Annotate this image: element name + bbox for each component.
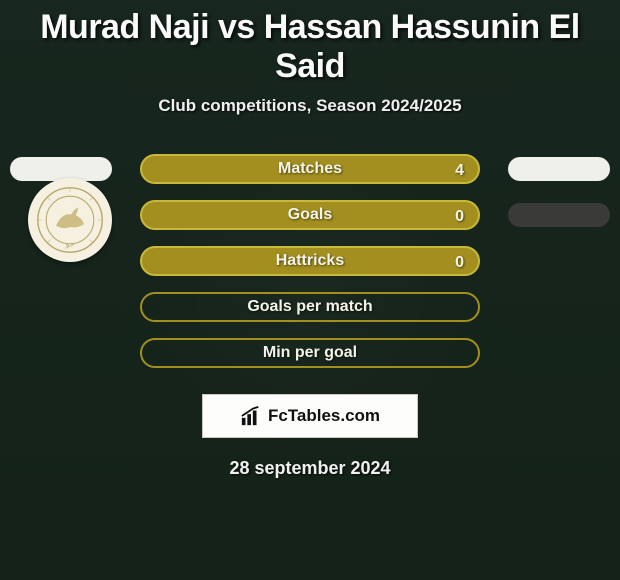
stat-label: Hattricks: [142, 246, 478, 276]
stat-row: Min per goal: [10, 338, 610, 368]
right-ellipse: [508, 157, 610, 181]
svg-text:خو: خو: [65, 240, 75, 249]
stat-row: Goals per match: [10, 292, 610, 322]
stat-label: Goals per match: [142, 292, 478, 322]
stat-value: 0: [455, 248, 464, 278]
brand-text: FcTables.com: [268, 406, 380, 426]
subtitle: Club competitions, Season 2024/2025: [0, 96, 620, 116]
stat-bar: Goals0: [140, 200, 480, 230]
brand-badge: FcTables.com: [202, 394, 418, 438]
stat-bar: Goals per match: [140, 292, 480, 322]
stat-bar: Min per goal: [140, 338, 480, 368]
bars-icon: [240, 405, 262, 427]
club-badge: خو: [28, 178, 112, 262]
stat-label: Goals: [142, 200, 478, 230]
stat-bar: Hattricks0: [140, 246, 480, 276]
stat-bar: Matches4: [140, 154, 480, 184]
page-title: Murad Naji vs Hassan Hassunin El Said: [0, 6, 620, 96]
stat-value: 4: [455, 156, 464, 186]
stat-value: 0: [455, 202, 464, 232]
stat-row: Matches4: [10, 154, 610, 184]
stat-label: Min per goal: [142, 338, 478, 368]
date-text: 28 september 2024: [0, 458, 620, 479]
club-crest-icon: خو: [35, 185, 105, 255]
right-ellipse: [508, 203, 610, 227]
left-ellipse: [10, 157, 112, 181]
stat-label: Matches: [142, 154, 478, 184]
